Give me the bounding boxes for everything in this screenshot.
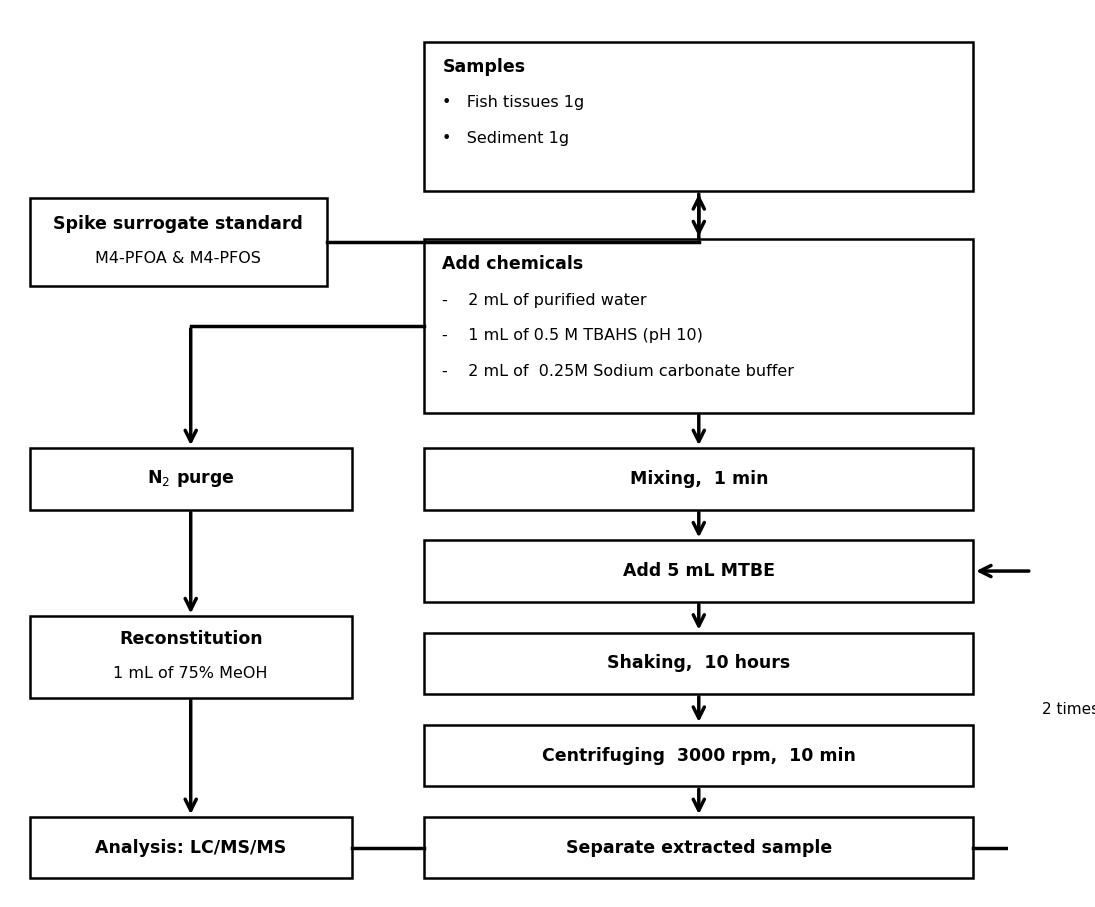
Text: Spike surrogate standard: Spike surrogate standard xyxy=(54,215,303,233)
Bar xyxy=(425,817,973,879)
Bar xyxy=(30,817,351,879)
Bar xyxy=(425,541,973,601)
Text: Analysis: LC/MS/MS: Analysis: LC/MS/MS xyxy=(95,839,287,857)
Text: Reconstitution: Reconstitution xyxy=(119,629,263,648)
Text: Add chemicals: Add chemicals xyxy=(442,256,584,274)
Text: Samples: Samples xyxy=(442,58,526,76)
Text: 1 mL of 75% MeOH: 1 mL of 75% MeOH xyxy=(114,666,268,681)
Bar xyxy=(425,725,973,786)
Text: N$_2$ purge: N$_2$ purge xyxy=(147,468,234,489)
Bar xyxy=(425,239,973,413)
Text: -    1 mL of 0.5 M TBAHS (pH 10): - 1 mL of 0.5 M TBAHS (pH 10) xyxy=(442,327,703,343)
Bar xyxy=(425,632,973,694)
Text: Centrifuging  3000 rpm,  10 min: Centrifuging 3000 rpm, 10 min xyxy=(542,746,855,765)
Bar xyxy=(30,448,351,510)
Bar xyxy=(30,198,326,287)
Text: •   Fish tissues 1g: • Fish tissues 1g xyxy=(442,94,585,110)
Text: Mixing,  1 min: Mixing, 1 min xyxy=(630,470,768,488)
Text: -    2 mL of purified water: - 2 mL of purified water xyxy=(442,294,647,308)
Bar xyxy=(425,448,973,510)
Text: Separate extracted sample: Separate extracted sample xyxy=(566,839,832,857)
Text: Add 5 mL MTBE: Add 5 mL MTBE xyxy=(623,562,775,580)
Bar xyxy=(425,42,973,191)
Text: M4-PFOA & M4-PFOS: M4-PFOA & M4-PFOS xyxy=(95,250,261,266)
Bar xyxy=(30,616,351,697)
Text: •   Sediment 1g: • Sediment 1g xyxy=(442,131,569,146)
Text: 2 times: 2 times xyxy=(1041,702,1095,717)
Text: -    2 mL of  0.25M Sodium carbonate buffer: - 2 mL of 0.25M Sodium carbonate buffer xyxy=(442,364,795,379)
Text: Shaking,  10 hours: Shaking, 10 hours xyxy=(607,654,791,672)
